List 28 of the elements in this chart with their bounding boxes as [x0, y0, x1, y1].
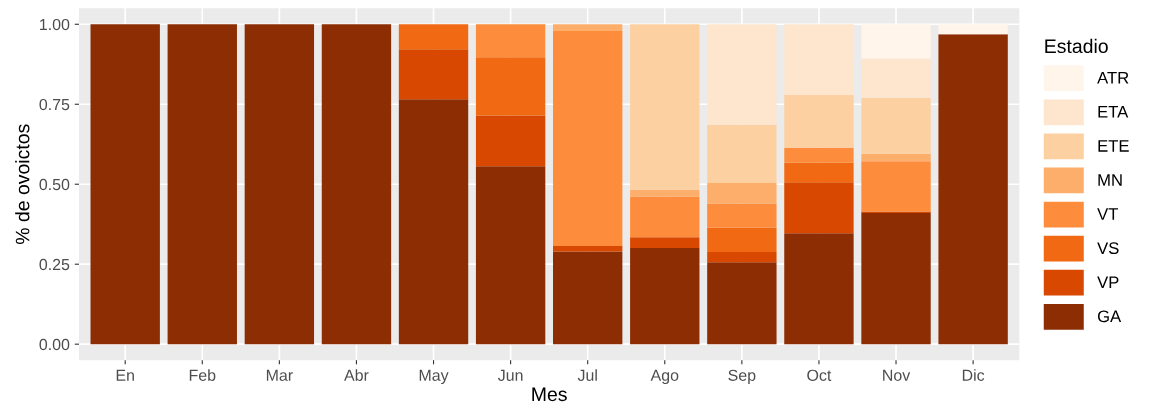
x-tick-label: Mar: [266, 369, 293, 381]
y-tick-label: 0.75: [39, 98, 70, 111]
y-axis-title: % de ovoictos: [15, 124, 30, 245]
legend-title: Estadio: [1045, 38, 1108, 54]
x-tick-label: Dic: [962, 369, 985, 381]
legend-label: ETE: [1098, 140, 1129, 152]
x-tick-label: Feb: [189, 369, 216, 381]
legend-label: MN: [1098, 174, 1122, 186]
x-tick-label: May: [419, 369, 449, 385]
x-tick-label: Nov: [883, 369, 911, 381]
x-tick-label: Ago: [650, 369, 679, 385]
legend-label: VT: [1097, 208, 1119, 220]
x-axis-title: Mes: [532, 387, 567, 402]
x-tick-label: Jul: [577, 369, 597, 381]
x-tick-label: Abr: [344, 369, 369, 381]
legend-label: GA: [1097, 310, 1122, 323]
y-tick-label: 1.00: [40, 18, 70, 31]
x-tick-label: En: [116, 369, 134, 381]
x-tick-label: Oct: [807, 369, 832, 381]
legend-label: ATR: [1097, 71, 1129, 84]
x-tick-label: Jun: [497, 369, 523, 381]
legend-label: VP: [1097, 276, 1119, 288]
y-tick-label: 0.25: [39, 258, 70, 271]
y-tick-label: 0.00: [39, 338, 70, 351]
x-tick-label: Sep: [728, 369, 756, 385]
legend-label: ETA: [1098, 106, 1129, 118]
y-tick-label: 0.50: [39, 178, 70, 191]
legend-label: VS: [1097, 242, 1119, 255]
